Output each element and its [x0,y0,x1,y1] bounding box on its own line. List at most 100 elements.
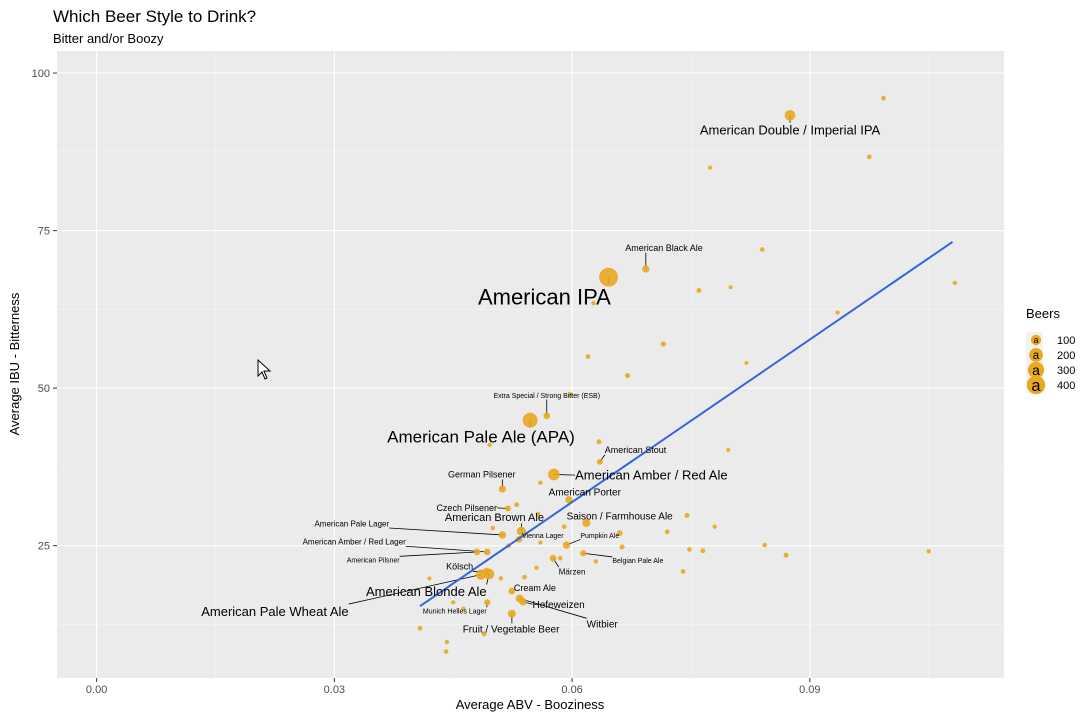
data-point [522,574,527,580]
data-point [484,599,491,606]
data-point [549,554,557,562]
legend-label: 300 [1057,365,1075,377]
point-label: American Pale Lager [314,519,389,528]
data-point [866,154,872,160]
leader-line [389,527,503,536]
data-point [684,512,690,518]
data-point [427,576,432,581]
data-point [762,542,768,548]
point-label: German Pilsener [448,470,516,480]
x-tick-label: 0.00 [86,684,107,696]
point-label: Fruit / Vegetable Beer [463,624,560,635]
point-label: American IPA [478,284,611,309]
data-point [565,495,573,504]
legend-key-point [1027,361,1045,379]
data-point [642,265,650,273]
leader-line [399,551,478,557]
data-point [473,548,481,556]
data-point [498,485,506,493]
trend-line-group [419,241,954,607]
data-point [522,412,538,428]
y-axis-title: Average IBU - Bitterness [7,292,22,435]
data-point [516,526,526,536]
data-point [596,439,602,445]
y-axis-ticks: 25 50 75 100 [32,68,57,553]
data-point [451,600,456,605]
data-point [580,550,587,557]
legend-key-point [1026,375,1046,395]
point-label: American Amber / Red Ale [575,468,727,483]
data-point [712,524,717,529]
data-point [498,531,507,539]
data-point [483,548,491,556]
data-point [728,285,733,290]
data-point [444,639,450,645]
x-tick-label: 0.06 [561,684,582,696]
point-label: Czech Pilsener [436,503,497,513]
data-point [707,165,713,170]
point-label: Hefeweizen [532,600,584,611]
legend: Beers a 100 a 200 a 300 a 400 [1026,306,1075,395]
legend-key-point [1029,348,1043,362]
data-point [619,544,625,550]
data-point [599,267,618,287]
data-point [582,518,591,528]
data-point [952,280,958,286]
point-label: Cream Ale [514,583,556,593]
point-label: Kölsch [446,562,473,572]
legend-label: 400 [1057,380,1075,392]
data-point [483,568,495,580]
data-point [538,480,543,485]
point-label: American Brown Ale [445,512,544,524]
data-point [490,525,496,531]
data-point [568,392,573,397]
point-label: American Blonde Ale [366,584,487,599]
x-tick-label: 0.09 [799,684,820,696]
y-tick-label: 100 [32,68,50,80]
point-labels: American Double / Imperial IPA American I… [201,122,880,635]
point-label: Pumpkin Ale [580,533,619,540]
point-label: American Black Ale [625,243,703,253]
data-point [475,569,487,580]
trend-line [419,241,954,607]
data-point [481,631,487,637]
data-point [534,565,539,570]
data-point [687,547,692,552]
data-point [515,594,524,603]
data-point [616,530,623,536]
leader-line [583,552,613,558]
data-point [591,300,596,306]
data-point [593,559,599,564]
data-point [624,372,631,379]
legend-key-letter: a [1032,362,1040,378]
data-point [696,287,702,293]
legend-key-letter: a [1033,350,1040,362]
chart-subtitle: Bitter and/or Boozy [53,31,164,46]
point-label: American Double / Imperial IPA [700,122,881,137]
point-label: American Porter [549,488,622,499]
data-point [538,540,543,545]
legend-key-letter: a [1033,335,1038,345]
data-point [535,511,541,517]
data-point [881,95,886,101]
data-point [660,341,666,347]
data-point [443,649,449,654]
point-label: American Amber / Red Lager [303,538,406,547]
data-point [744,360,749,366]
point-label: American Pale Ale (APA) [387,428,575,447]
point-label: Märzen [559,567,586,576]
data-point [835,310,840,315]
point-label: American Stout [605,445,667,455]
minor-gridlines [57,51,1004,678]
mouse-cursor-icon [257,358,272,380]
point-label: American Pilsner [347,558,401,565]
point-label: American Pale Wheat Ale [201,604,348,619]
data-point [487,442,492,448]
data-point [561,524,567,530]
data-point [783,552,789,558]
data-point [784,109,796,121]
point-label: Extra Special / Strong Bitter (ESB) [493,393,600,400]
leader-line [519,598,587,619]
data-point [461,606,466,611]
